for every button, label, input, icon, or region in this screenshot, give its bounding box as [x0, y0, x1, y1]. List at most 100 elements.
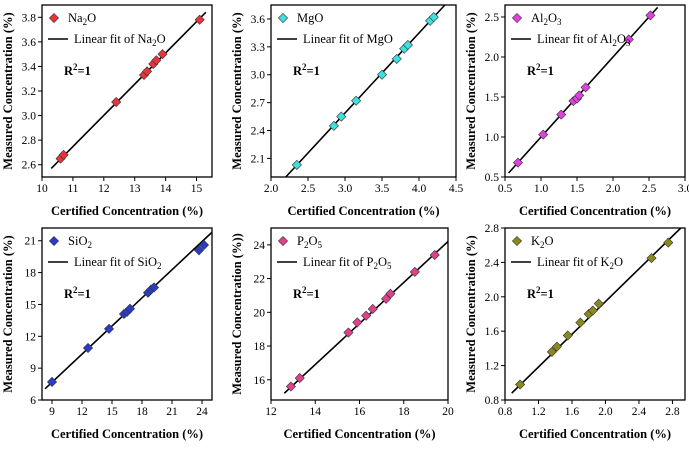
x-tick-label: 12: [98, 183, 110, 195]
x-axis-title: Certified Concentration (%): [51, 204, 203, 218]
data-point: [429, 249, 440, 261]
x-tick-label: 0.8: [498, 406, 513, 418]
x-tick-label: 18: [136, 406, 148, 418]
data-point: [151, 55, 162, 66]
y-tick-label: 2.6: [22, 160, 37, 172]
y-tick-label: 2.1: [251, 153, 266, 165]
y-tick-label: 2.4: [251, 126, 266, 138]
x-tick-label: 21: [166, 406, 178, 418]
legend-marker: [48, 235, 60, 247]
legend-label-fit: Linear fit of P2O5: [303, 255, 392, 271]
legend-label-data: P2O5: [297, 234, 322, 250]
data-point: [285, 381, 296, 392]
y-tick-label: 3.6: [22, 37, 37, 49]
data-point: [58, 149, 69, 160]
data-point: [142, 66, 153, 77]
legend-marker: [277, 235, 289, 247]
legend-marker: [277, 12, 289, 24]
x-tick-label: 14: [160, 183, 172, 195]
y-tick-label: 12: [25, 331, 37, 343]
data-point: [409, 266, 420, 277]
y-axis-title: Measured Concentration (%)): [230, 233, 244, 395]
x-tick-label: 9: [49, 406, 55, 418]
data-point: [198, 239, 210, 251]
y-tick-label: 0.5: [485, 172, 500, 184]
data-point: [103, 323, 115, 334]
data-point: [391, 53, 402, 64]
x-axis-title: Certified Concentration (%): [519, 427, 671, 441]
y-tick-label: 22: [254, 274, 266, 286]
x-tick-label: 2.4: [632, 406, 647, 418]
y-tick-label: 1.0: [485, 132, 500, 144]
x-tick-label: 2.0: [598, 406, 613, 418]
y-tick-label: 2.0: [485, 52, 500, 64]
y-tick-label: 0.8: [485, 395, 500, 407]
chart-panel-na2o: 10 11 12 13 14 15 2.6 2.8 3.0 3.2 3.4 3.6 3.8 Certifi…: [1, 4, 213, 218]
y-tick-label: 1.2: [485, 361, 500, 373]
data-point: [546, 346, 557, 357]
legend-label-data: Al2O3: [531, 11, 562, 27]
x-tick-label: 2.8: [665, 406, 680, 418]
plot-frame: [270, 4, 457, 178]
y-tick-label: 6: [30, 395, 36, 407]
x-tick-label: 18: [398, 406, 410, 418]
r-squared-label: R2=1: [293, 285, 320, 301]
legend-label-fit: Linear fit of Al2O3: [537, 32, 631, 48]
y-tick-label: 16: [254, 375, 266, 387]
y-tick-label: 18: [25, 268, 37, 280]
y-tick-label: 2.4: [485, 257, 500, 269]
data-point: [193, 245, 205, 256]
legend-label-fit: Linear fit of SiO2: [74, 255, 161, 271]
legend-label-fit: Linear fit of MgO: [303, 32, 393, 46]
x-tick-label: 16: [354, 406, 366, 418]
r-squared-label: R2=1: [527, 285, 554, 301]
legend-label-fit: Linear fit of K2O: [537, 255, 623, 271]
data-point: [351, 95, 362, 106]
x-tick-label: 2.5: [642, 183, 657, 195]
data-point: [623, 34, 634, 45]
y-tick-label: 3.0: [22, 111, 37, 123]
data-point: [111, 97, 122, 108]
chart-panel-p2o5: 12 14 16 18 20 16 18 20 22 24 Certified Concentrat…: [230, 227, 454, 441]
data-point: [587, 305, 598, 316]
x-tick-label: 12: [76, 406, 88, 418]
x-tick-label: 3.0: [678, 183, 689, 195]
y-tick-label: 1.6: [485, 326, 500, 338]
x-tick-label: 13: [129, 183, 141, 195]
x-tick-label: 15: [191, 183, 203, 195]
y-tick-label: 18: [254, 341, 266, 353]
y-tick-label: 3.2: [22, 86, 37, 98]
x-tick-label: 10: [36, 183, 48, 195]
y-axis-title: Measured Concentration (%): [1, 12, 15, 169]
y-tick-label: 2.7: [251, 98, 266, 110]
y-axis-title: Measured Concentration (%): [464, 235, 478, 392]
data-point: [574, 90, 585, 101]
x-tick-label: 11: [67, 183, 78, 195]
r-squared-label: R2=1: [64, 62, 91, 78]
y-tick-label: 2.8: [22, 135, 37, 147]
r-squared-label: R2=1: [293, 62, 320, 78]
fit-line: [285, 4, 446, 178]
data-point: [512, 157, 523, 168]
x-tick-label: 15: [106, 406, 118, 418]
data-point: [428, 12, 439, 23]
data-point: [343, 327, 354, 338]
y-tick-label: 24: [254, 240, 266, 252]
data-point: [46, 376, 58, 387]
x-tick-label: 2.0: [264, 183, 279, 195]
y-tick-label: 3.8: [22, 12, 37, 24]
plot-frame: [504, 227, 686, 401]
y-tick-label: 2.5: [485, 12, 500, 24]
data-point: [515, 379, 526, 390]
data-point: [580, 82, 591, 93]
y-tick-label: 2.0: [485, 292, 500, 304]
x-tick-label: 4.0: [412, 183, 427, 195]
r-squared-label: R2=1: [527, 62, 554, 78]
chart-panel-sio2: 9 12 15 18 21 24 6 9 12 15 18 21 Certified Concentra…: [1, 227, 213, 441]
x-tick-label: 14: [310, 406, 322, 418]
y-tick-label: 1.5: [485, 92, 500, 104]
legend-marker: [511, 12, 523, 24]
y-tick-label: 3.3: [251, 42, 266, 54]
x-tick-label: 12: [265, 406, 277, 418]
data-point: [402, 39, 413, 51]
